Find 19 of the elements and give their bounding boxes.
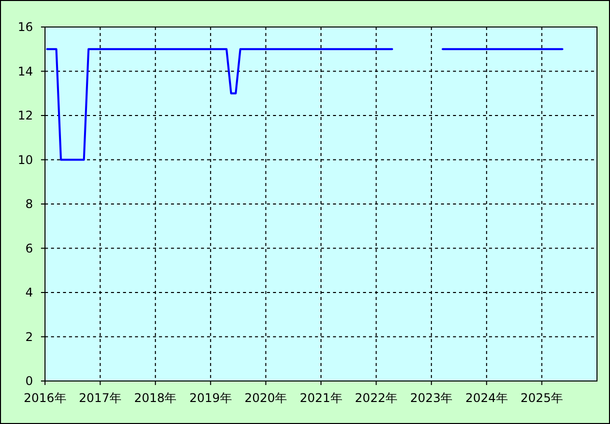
- x-tick-label: 2018年: [134, 391, 177, 405]
- x-tick-label: 2019年: [189, 391, 232, 405]
- x-tick-label: 2023年: [410, 391, 453, 405]
- x-tick-label: 2016年: [24, 391, 66, 405]
- x-tick-label: 2021年: [300, 391, 342, 405]
- x-tick-label: 2022年: [354, 391, 398, 405]
- y-tick-label: 6: [25, 241, 33, 256]
- y-tick-label: 4: [25, 286, 33, 300]
- y-tick-label: 12: [18, 108, 33, 122]
- x-tick-label: 2020年: [244, 391, 288, 405]
- y-tick-label: 8: [25, 197, 33, 211]
- y-tick-label: 14: [18, 64, 33, 78]
- y-tick-label: 0: [25, 374, 33, 388]
- y-tick-label: 2: [25, 330, 33, 344]
- x-tick-label: 2025年: [520, 391, 564, 405]
- y-tick-label: 10: [18, 152, 33, 167]
- y-tick-label: 16: [18, 20, 33, 34]
- x-tick-label: 2017年: [78, 391, 122, 405]
- x-tick-label: 2024年: [465, 391, 508, 405]
